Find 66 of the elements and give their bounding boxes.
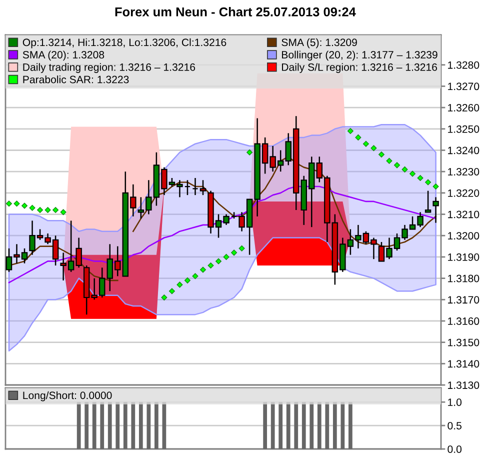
y-tick-label: 1.3230 (448, 168, 480, 176)
y-tick-label: 1.3260 (448, 104, 480, 112)
y-tick-label: 1.3170 (448, 296, 480, 304)
y-tick-label: 1.3130 (448, 381, 480, 389)
legend-label: Parabolic SAR: 1.3223 (23, 76, 129, 84)
candlestick (184, 179, 191, 196)
point (44, 207, 51, 213)
point (402, 166, 408, 172)
y-tick-label: 1.3270 (448, 82, 480, 90)
candlestick (424, 190, 432, 213)
point (37, 207, 44, 213)
candlestick (192, 177, 198, 196)
y-tick-label: 1.3190 (448, 253, 480, 261)
point (223, 254, 230, 260)
y-tick-label: 1.3220 (448, 189, 480, 197)
point (192, 273, 198, 280)
point (347, 128, 354, 134)
point (200, 266, 206, 273)
point (184, 277, 190, 284)
point (216, 258, 222, 264)
point (14, 200, 20, 207)
point (355, 134, 362, 140)
point (246, 149, 253, 156)
point (6, 200, 12, 207)
point (161, 294, 168, 300)
y-tick-label: 1.3280 (448, 61, 480, 69)
point (378, 152, 384, 158)
y-tick-label: 1.3150 (448, 338, 480, 346)
legend-label: Daily S/L region: 1.3216 – 1.3216 (282, 63, 437, 73)
point (208, 262, 214, 268)
point (394, 162, 400, 168)
point (29, 204, 36, 211)
candlestick (200, 179, 206, 196)
point (425, 179, 432, 186)
point (362, 140, 369, 147)
y-tick-label: 1.3180 (448, 274, 480, 282)
chart-title: Forex um Neun - Chart 25.07.2013 09:24 (115, 7, 356, 16)
line-series (8, 186, 436, 284)
legend-label: Daily trading region: 1.3216 – 1.3216 (23, 63, 196, 73)
point (231, 250, 238, 256)
y-tick-label: 1.3160 (448, 317, 480, 325)
candlestick (432, 196, 439, 224)
y-tick-label: 1.3250 (448, 125, 480, 133)
point (60, 209, 66, 216)
y-tick-label: 0.5 (448, 422, 462, 430)
legend-label: Op:1.3214, Hi:1.3218, Lo:1.3206, Cl:1.3216 (22, 38, 226, 48)
y-tick-label: 1.3200 (448, 232, 480, 240)
point (410, 170, 416, 177)
y-tick-label: 1.3140 (448, 360, 480, 368)
point (52, 207, 59, 213)
point (238, 245, 245, 252)
legend-label: Long/Short: 0.0000 (23, 391, 112, 402)
point (432, 184, 439, 190)
y-tick-label: 1.3240 (448, 146, 480, 154)
y-tick-label: 1.0 (448, 398, 462, 406)
point (386, 158, 392, 164)
y-tick-label: 1.3210 (448, 210, 480, 218)
legend-label: SMA (20): 1.3208 (22, 50, 104, 61)
point (176, 282, 183, 288)
y-tick-label: 0.0 (448, 445, 462, 453)
point (168, 288, 175, 294)
point (370, 145, 377, 152)
point (417, 174, 424, 181)
legend-label: SMA (5): 1.3209 (282, 38, 357, 48)
legend-label: Bollinger (20, 2): 1.3177 – 1.3239 (282, 50, 438, 61)
point (22, 202, 28, 209)
